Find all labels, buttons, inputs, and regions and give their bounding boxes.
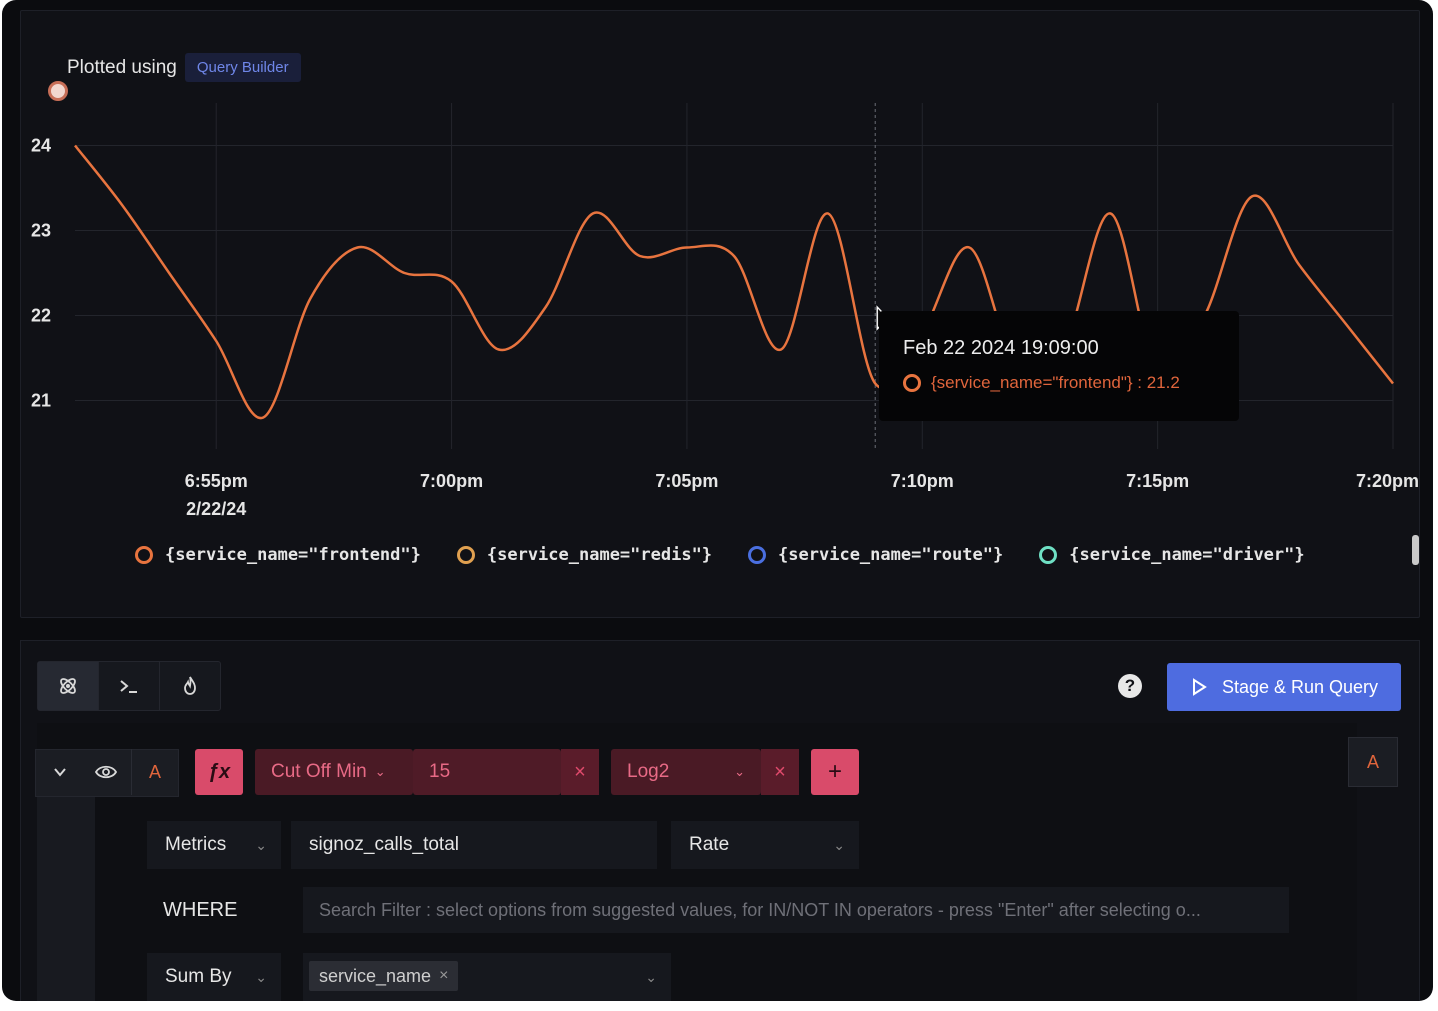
- y-tick-label: 24: [31, 136, 51, 156]
- flame-icon: [184, 676, 196, 695]
- y-tick-label: 22: [31, 306, 51, 326]
- y-tick-label: 21: [31, 391, 51, 411]
- visibility-toggle[interactable]: [83, 749, 129, 795]
- run-label: Stage & Run Query: [1221, 676, 1379, 697]
- query-type-tabs: [37, 661, 221, 711]
- remove-function-button[interactable]: ×: [761, 749, 799, 795]
- metric-value: signoz_calls_total: [309, 834, 459, 855]
- legend-item-redis[interactable]: {service_name="redis"}: [456, 545, 713, 565]
- chevron-down-icon: ⌄: [255, 968, 267, 985]
- x-tick-label: 7:00pm: [420, 471, 483, 491]
- y-tick-label: 23: [31, 221, 51, 241]
- aggregation-select[interactable]: Rate ⌄: [671, 821, 859, 869]
- chart-tooltip: Feb 22 2024 19:09:00 {service_name="fron…: [879, 311, 1239, 421]
- data-source-select[interactable]: Metrics ⌄: [147, 821, 281, 869]
- formula-button[interactable]: A: [1348, 737, 1398, 787]
- query-builder-badge[interactable]: Query Builder: [184, 53, 301, 82]
- function-value-input[interactable]: 15: [413, 749, 561, 795]
- group-by-value: Sum By: [165, 966, 232, 987]
- legend-ring-icon: [135, 546, 153, 564]
- group-by-tag: service_name ×: [309, 961, 459, 991]
- aggregation-value: Rate: [689, 834, 730, 855]
- group-by-select[interactable]: Sum By ⌄: [147, 953, 281, 1001]
- atom-icon: [60, 678, 76, 694]
- legend-scrollbar[interactable]: [1412, 535, 1419, 565]
- x-date-label: 2/22/24: [186, 499, 246, 519]
- plotted-label: Plotted using: [67, 56, 177, 78]
- play-icon: [1192, 678, 1207, 696]
- drag-handle-icon[interactable]: [48, 81, 68, 101]
- legend-item-route[interactable]: {service_name="route"}: [748, 545, 1003, 565]
- close-icon: ×: [774, 760, 786, 783]
- tooltip-series: {service_name="frontend"} : 21.2: [903, 373, 1180, 393]
- legend-item-driver[interactable]: {service_name="driver"}: [1039, 545, 1305, 565]
- data-source-value: Metrics: [165, 834, 227, 855]
- function-button[interactable]: ƒx: [195, 749, 243, 795]
- tab-clickhouse-query[interactable]: [99, 662, 160, 710]
- tooltip-series-text: {service_name="frontend"} : 21.2: [931, 373, 1180, 392]
- tooltip-time: Feb 22 2024 19:09:00: [903, 337, 1099, 359]
- x-tick-label: 7:15pm: [1126, 471, 1189, 491]
- collapse-toggle[interactable]: [37, 749, 83, 795]
- x-tick-label: 6:55pm: [185, 471, 248, 491]
- search-filter-input[interactable]: Search Filter : select options from sugg…: [303, 887, 1289, 933]
- stage-run-query-button[interactable]: Stage & Run Query: [1167, 663, 1401, 711]
- remove-function-button[interactable]: ×: [561, 749, 599, 795]
- function-name: Log2: [627, 761, 670, 782]
- eye-icon: [95, 765, 117, 779]
- close-icon: ×: [574, 760, 586, 783]
- chevron-down-icon: ⌄: [833, 836, 845, 853]
- metric-name-input[interactable]: signoz_calls_total: [291, 821, 657, 869]
- query-name-label: A: [131, 749, 178, 795]
- chevron-down-icon: ⌄: [374, 764, 386, 779]
- legend-label: {service_name="driver"}: [1069, 545, 1305, 565]
- function-select-cutoff[interactable]: Cut Off Min ⌄: [255, 749, 413, 795]
- chevron-down-icon: [54, 768, 66, 777]
- legend-label: {service_name="frontend"}: [165, 545, 421, 565]
- x-tick-label: 7:10pm: [891, 471, 954, 491]
- plotted-using: Plotted using Query Builder: [67, 53, 301, 82]
- where-label: WHERE: [163, 899, 238, 921]
- legend-label: {service_name="redis"}: [486, 545, 713, 565]
- series-ring-icon: [903, 374, 921, 392]
- legend-ring-icon: [748, 546, 767, 564]
- tab-promql[interactable]: [160, 662, 220, 710]
- add-function-button[interactable]: +: [811, 749, 859, 795]
- chart-legend: {service_name="frontend"} {service_name=…: [135, 545, 1305, 565]
- function-select-log2[interactable]: Log2 ⌄: [611, 749, 761, 795]
- function-name: Cut Off Min: [271, 761, 367, 782]
- help-icon[interactable]: ?: [1118, 674, 1142, 698]
- chevron-down-icon: ⌄: [734, 764, 745, 779]
- function-value: 15: [429, 761, 451, 782]
- legend-item-frontend[interactable]: {service_name="frontend"}: [135, 545, 421, 565]
- chart-panel: Plotted using Query Builder 24 23 22 21 6:55…: [20, 10, 1420, 618]
- chevron-down-icon: ⌄: [645, 968, 657, 985]
- query-panel: ? Stage & Run Query A ƒx Cut Off Min ⌄: [20, 640, 1420, 1001]
- tag-label: service_name: [319, 965, 432, 986]
- legend-ring-icon: [1039, 546, 1058, 564]
- close-icon[interactable]: ×: [439, 967, 449, 984]
- terminal-icon: [120, 680, 137, 693]
- tab-query-builder[interactable]: [38, 662, 99, 710]
- x-tick-label: 7:05pm: [655, 471, 718, 491]
- legend-label: {service_name="route"}: [778, 545, 1004, 565]
- legend-ring-icon: [456, 546, 475, 564]
- chevron-down-icon: ⌄: [255, 836, 267, 853]
- x-tick-label: 7:20pm: [1356, 471, 1419, 491]
